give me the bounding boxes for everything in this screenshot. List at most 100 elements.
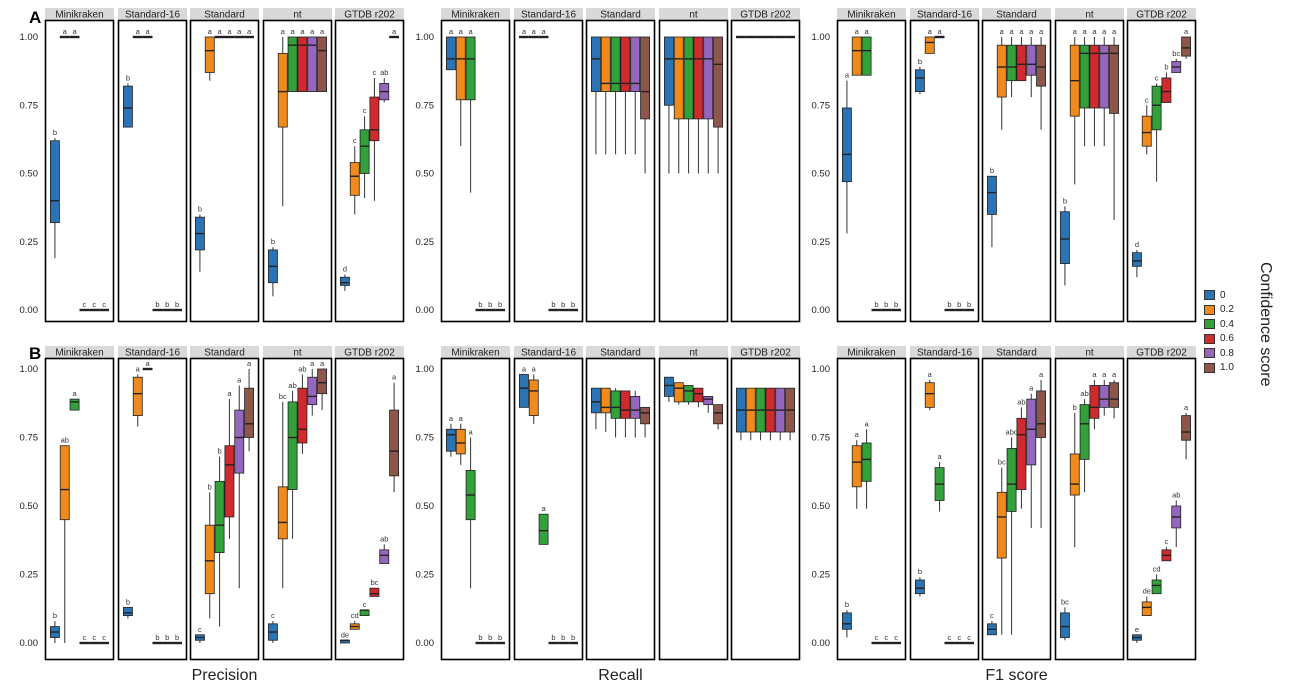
facet-strip — [514, 346, 583, 358]
box-body — [1036, 44, 1047, 87]
facet-strip — [982, 346, 1051, 358]
box-body — [590, 387, 601, 414]
significance-letter: bc — [1061, 597, 1069, 606]
box-body — [214, 480, 225, 553]
legend-swatch — [1204, 290, 1215, 301]
significance-letter: b — [165, 300, 169, 309]
y-tick-label: 0.00 — [812, 305, 831, 316]
facet-panel — [1126, 357, 1197, 661]
facet-strip — [1055, 346, 1124, 358]
significance-letter: a — [459, 27, 464, 36]
box-body — [287, 401, 298, 490]
box-body — [317, 36, 328, 92]
significance-letter: ab — [1017, 397, 1025, 406]
box-body — [1006, 44, 1017, 82]
significance-letter: de — [1143, 586, 1151, 595]
legend-items: 0 0.2 0.4 0.6 0.8 1.0 — [1204, 288, 1234, 375]
significance-letter: a — [459, 414, 464, 423]
facet-label: Standard — [204, 10, 245, 21]
significance-letter: a — [522, 27, 527, 36]
y-tick-label: 1.00 — [416, 32, 435, 43]
significance-letter: a — [1102, 27, 1107, 36]
legend-item: 0.8 — [1204, 346, 1234, 361]
significance-letter: a — [281, 27, 286, 36]
box-body — [841, 612, 852, 630]
box-body — [600, 36, 611, 92]
box-body — [663, 36, 674, 106]
significance-letter: c — [967, 633, 971, 642]
significance-letter: a — [1039, 370, 1044, 379]
significance-letter: ab — [1172, 491, 1180, 500]
box-body — [1089, 385, 1100, 419]
box-body — [663, 376, 674, 397]
legend-item: 0.4 — [1204, 317, 1234, 332]
significance-letter: b — [488, 300, 492, 309]
facet-label: Standard — [204, 348, 245, 359]
facet-label: Minikraken — [55, 10, 103, 21]
box-body — [861, 442, 872, 482]
box-body — [69, 398, 80, 411]
significance-letter: c — [884, 633, 888, 642]
box-body — [683, 36, 694, 120]
facet-strip — [910, 346, 979, 358]
significance-letter: b — [571, 633, 575, 642]
facet-strip — [45, 8, 114, 20]
facet-label: Minikraken — [451, 10, 499, 21]
box-body — [1026, 398, 1037, 466]
significance-letter: c — [894, 633, 898, 642]
significance-letter: c — [957, 633, 961, 642]
facet-label: GTDB r202 — [344, 348, 395, 359]
facet-panel — [334, 357, 405, 661]
legend-label: 0.8 — [1220, 347, 1234, 359]
box-body — [1109, 382, 1120, 408]
significance-letter: a — [855, 430, 860, 439]
significance-letter: a — [63, 27, 68, 36]
y-tick-label: 0.50 — [812, 501, 831, 512]
significance-letter: a — [208, 27, 213, 36]
facet-label: Standard — [600, 348, 641, 359]
facet-strip — [118, 346, 187, 358]
significance-letter: a — [928, 370, 933, 379]
significance-letter: c — [353, 136, 357, 145]
significance-letter: c — [1165, 537, 1169, 546]
significance-letter: c — [1155, 73, 1159, 82]
significance-letter: bc — [1172, 49, 1180, 58]
facet-strip — [514, 8, 583, 20]
legend-item: 1.0 — [1204, 361, 1234, 376]
y-tick-label: 0.75 — [20, 433, 39, 444]
facet-strip — [335, 8, 404, 20]
facet-strip — [910, 8, 979, 20]
facet-label: nt — [293, 348, 302, 359]
box-body — [703, 395, 714, 406]
significance-letter: a — [72, 27, 77, 36]
significance-letter: a — [136, 364, 141, 373]
y-tick-label: 1.00 — [812, 364, 831, 375]
significance-letter: ab — [380, 68, 388, 77]
facet-panel — [513, 357, 584, 661]
y-tick-label: 0.50 — [20, 169, 39, 180]
facet-label: GTDB r202 — [740, 10, 791, 21]
box-body — [590, 36, 601, 92]
box-body — [924, 382, 935, 408]
significance-letter: b — [208, 482, 212, 491]
facet-label: Standard-16 — [125, 10, 180, 21]
box-body — [1181, 36, 1192, 57]
y-tick-label: 0.25 — [416, 570, 435, 581]
box-body — [59, 445, 70, 521]
legend-swatch — [1204, 333, 1215, 344]
box-body — [673, 36, 684, 120]
facet-label: Standard — [996, 348, 1037, 359]
box-body — [244, 387, 255, 438]
box-body — [693, 387, 704, 403]
legend-item: 0.2 — [1204, 303, 1234, 318]
significance-letter: ab — [298, 364, 306, 373]
legend-title: Confidence score — [1257, 262, 1274, 387]
significance-letter: b — [155, 300, 159, 309]
facet-panel — [836, 357, 907, 661]
y-tick-label: 0.25 — [812, 570, 831, 581]
significance-letter: b — [894, 300, 898, 309]
significance-letter: b — [488, 633, 492, 642]
box-body — [1079, 44, 1090, 109]
significance-letter: bc — [279, 392, 287, 401]
